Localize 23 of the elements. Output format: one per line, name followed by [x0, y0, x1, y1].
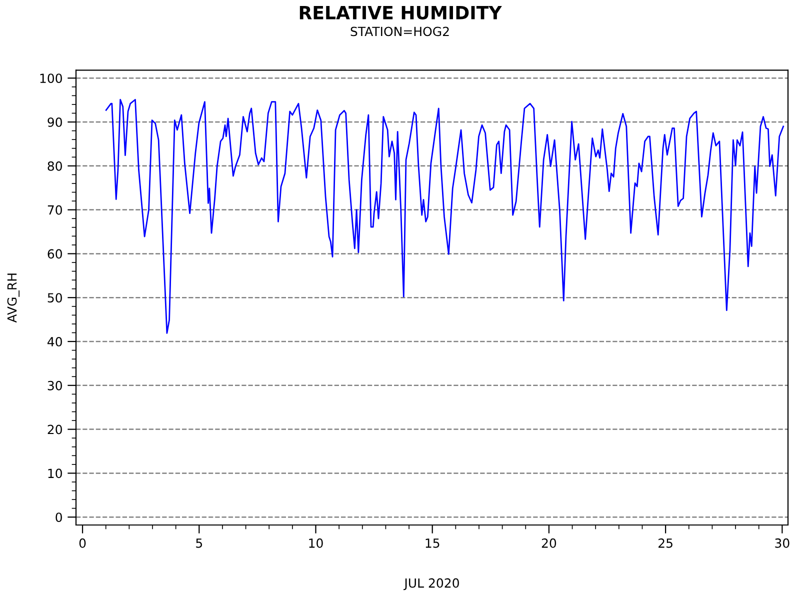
y-tick-label: 50 [48, 293, 62, 303]
x-tick-label: 25 [658, 538, 672, 548]
x-tick-label: 0 [79, 538, 86, 548]
y-axis-title: AVG_RH [7, 274, 20, 323]
line-series [105, 98, 784, 334]
x-tick-label: 10 [309, 538, 323, 548]
y-tick-label: 80 [48, 161, 62, 171]
y-tick-label: 0 [56, 512, 62, 522]
y-tick-label: 10 [48, 468, 62, 478]
x-tick-label: 30 [775, 538, 790, 548]
x-tick-label: 5 [196, 538, 202, 548]
y-tick-label: 40 [48, 336, 62, 346]
y-tick-label: 90 [48, 117, 62, 127]
chart-title: RELATIVE HUMIDITY [300, 6, 502, 20]
chart-subtitle: STATION=HOG2 [350, 26, 449, 36]
y-tick-label: 70 [48, 205, 62, 215]
y-tick-label: 30 [48, 380, 62, 390]
x-tick-label: 20 [542, 538, 556, 548]
x-axis-title: JUL 2020 [404, 578, 459, 590]
y-tick-label: 60 [48, 249, 62, 259]
y-tick-label: 20 [48, 424, 62, 434]
y-tick-label: 100 [40, 74, 62, 84]
x-tick-label: 15 [426, 538, 440, 548]
